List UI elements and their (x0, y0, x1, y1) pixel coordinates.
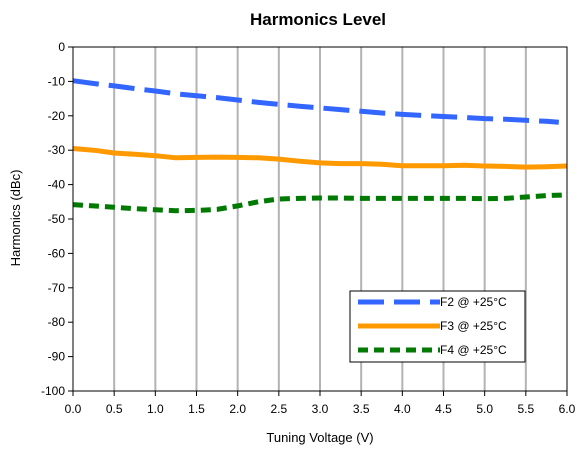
chart-title: Harmonics Level (250, 10, 386, 29)
x-tick-label: 5.0 (476, 402, 493, 416)
x-tick-label: 6.0 (559, 402, 576, 416)
series-line-1 (72, 78, 560, 125)
y-tick-label: -10 (48, 74, 66, 88)
y-tick-label: -50 (48, 212, 66, 226)
y-tick-label: -90 (48, 350, 66, 364)
series-line-3 (72, 192, 568, 214)
x-tick-label: 1.5 (188, 402, 205, 416)
legend-label: F2 @ +25°C (440, 295, 507, 309)
x-tick-label: 2.0 (229, 402, 246, 416)
series-line-2 (72, 146, 568, 170)
x-tick-label: 3.0 (312, 402, 329, 416)
x-axis-label: Tuning Voltage (V) (266, 430, 373, 445)
x-tick-label: 2.5 (270, 402, 287, 416)
y-tick-label: -80 (48, 315, 66, 329)
x-tick-label: 0.0 (65, 402, 82, 416)
y-tick-label: -100 (41, 384, 65, 398)
y-tick-label: -40 (48, 178, 66, 192)
y-axis-label: Harmonics (dBc) (8, 170, 23, 267)
y-tick-label: -30 (48, 143, 66, 157)
x-tick-label: 3.5 (353, 402, 370, 416)
y-tick-label: -60 (48, 246, 66, 260)
x-tick-label: 4.0 (394, 402, 411, 416)
y-tick-label: 0 (58, 40, 65, 54)
y-tick-label: -20 (48, 109, 66, 123)
x-tick-label: 5.5 (517, 402, 534, 416)
legend: F2 @ +25°C F3 @ +25°C F4 @ +25°C (349, 290, 526, 363)
legend-label: F3 @ +25°C (440, 319, 507, 333)
series-lines (72, 78, 568, 214)
x-tick-label: 4.5 (435, 402, 452, 416)
legend-label: F4 @ +25°C (440, 343, 507, 357)
axes: 0.0 0.5 1.0 1.5 2.0 2.5 3.0 3.5 4.0 4.5 5.0 5.5 6.0 0… (41, 40, 576, 416)
y-tick-label: -70 (48, 281, 66, 295)
x-tick-label: 0.5 (106, 402, 123, 416)
x-tick-label: 1.0 (147, 402, 164, 416)
